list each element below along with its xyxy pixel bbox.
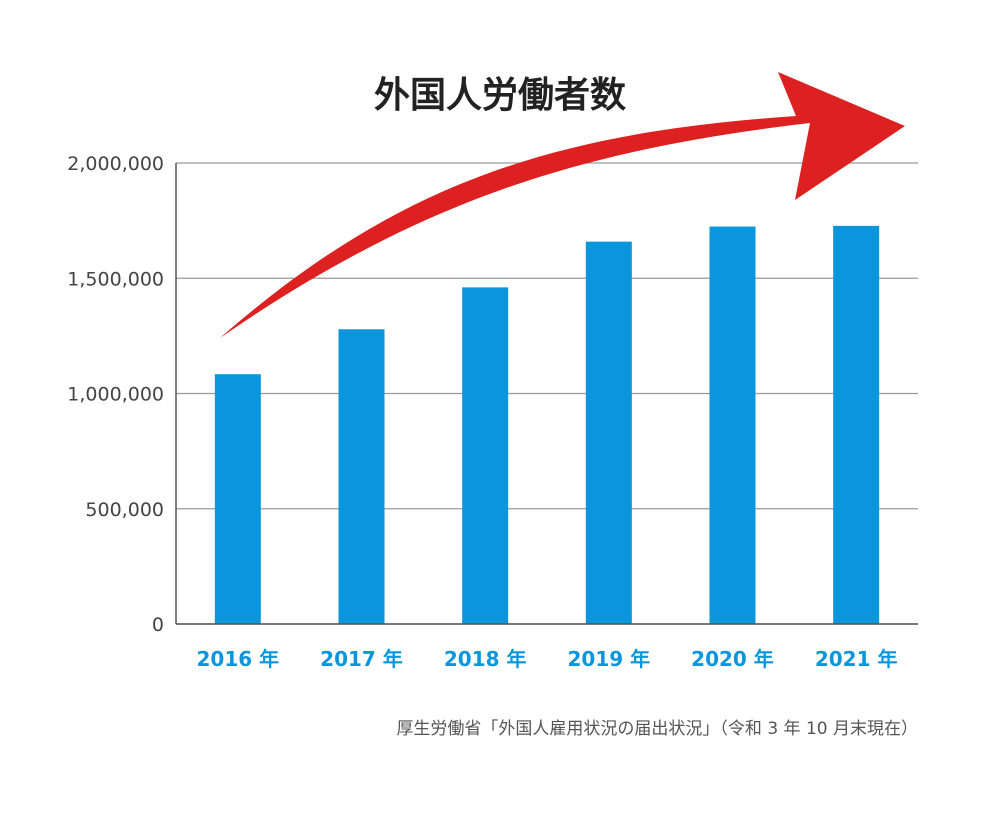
y-tick-label: 500,000 <box>85 499 164 521</box>
y-tick-label: 1,000,000 <box>67 384 164 406</box>
y-tick-label: 1,500,000 <box>67 268 164 290</box>
bar <box>585 241 632 624</box>
bar <box>462 287 509 624</box>
source-annotation: 厚生労働省「外国人雇用状況の届出状況」（令和 3 年 10 月末現在） <box>396 719 918 739</box>
chart-title: 外国人労働者数 <box>374 75 626 116</box>
y-tick-label: 2,000,000 <box>67 153 164 175</box>
x-tick-label: 2019 年 <box>568 647 651 671</box>
x-tick-label: 2021 年 <box>815 647 898 671</box>
y-tick-label: 0 <box>152 614 164 636</box>
bar <box>214 374 261 624</box>
bar <box>709 226 756 624</box>
x-tick-label: 2017 年 <box>320 647 403 671</box>
grid-layer <box>176 162 918 625</box>
growth-arrow-icon <box>220 72 905 338</box>
bar <box>833 225 880 625</box>
x-tick-label: 2020 年 <box>691 647 774 671</box>
x-tick-label: 2018 年 <box>444 647 527 671</box>
bar-layer <box>214 225 880 625</box>
bar <box>338 329 385 624</box>
axis-layer: 0 500,000 1,000,000 1,500,000 2,000,000 2016 … <box>67 153 918 671</box>
x-tick-label: 2016 年 <box>197 647 280 671</box>
arrow-layer <box>220 72 905 338</box>
